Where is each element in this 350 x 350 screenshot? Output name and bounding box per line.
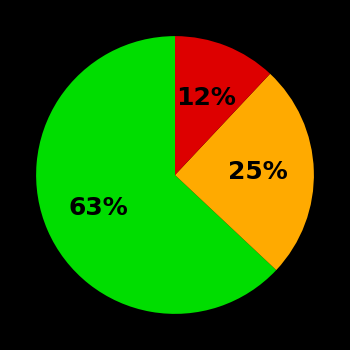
- Text: 12%: 12%: [176, 85, 236, 110]
- Text: 25%: 25%: [229, 160, 288, 184]
- Wedge shape: [175, 74, 314, 270]
- Wedge shape: [175, 36, 270, 175]
- Text: 63%: 63%: [69, 196, 128, 220]
- Wedge shape: [36, 36, 276, 314]
